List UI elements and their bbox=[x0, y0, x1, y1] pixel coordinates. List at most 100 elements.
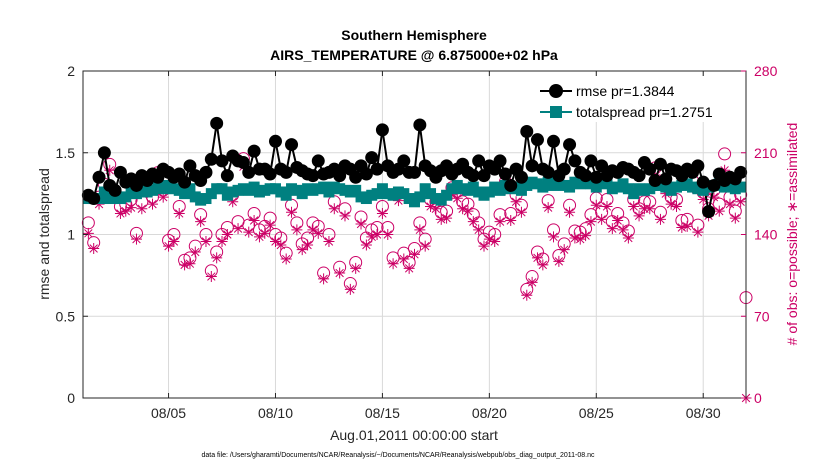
assimilated-obs-point bbox=[398, 253, 410, 265]
right-axis-label: # of obs: o=possible; ∗=assimilated bbox=[784, 123, 800, 346]
rmse-point bbox=[541, 165, 555, 179]
assimilated-obs-point bbox=[248, 214, 260, 226]
assimilated-obs-point bbox=[205, 271, 217, 283]
y-tick-label-left: 1 bbox=[67, 227, 75, 243]
assimilated-obs-point bbox=[376, 207, 388, 219]
assimilated-obs-point bbox=[676, 221, 688, 233]
assimilated-obs-point bbox=[670, 200, 682, 212]
rmse-point bbox=[359, 167, 373, 181]
assimilated-obs-point bbox=[227, 196, 239, 208]
assimilated-obs-point bbox=[157, 191, 169, 203]
assimilated-obs-point bbox=[302, 239, 314, 251]
assimilated-obs-point bbox=[580, 230, 592, 242]
rmse-point bbox=[408, 165, 421, 179]
rmse-point bbox=[595, 159, 609, 173]
rmse-point bbox=[702, 205, 716, 219]
y-tick-label-left: 1.5 bbox=[56, 145, 76, 161]
assimilated-obs-point bbox=[483, 233, 495, 245]
totalspread-point bbox=[216, 183, 228, 195]
y-tick-label-right: 0 bbox=[754, 390, 762, 406]
y-tick-label-right: 280 bbox=[754, 63, 778, 79]
assimilated-obs-point bbox=[296, 244, 308, 256]
assimilated-obs-point bbox=[467, 216, 479, 228]
legend: rmse pr=1.3844 totalspread pr=1.2751 bbox=[534, 76, 739, 122]
legend-rmse-marker bbox=[549, 84, 563, 98]
y-tick-label-left: 2 bbox=[67, 63, 75, 79]
assimilated-obs-point bbox=[724, 198, 736, 210]
assimilated-obs-point bbox=[606, 223, 618, 235]
assimilated-obs-point bbox=[360, 239, 372, 251]
rmse-point bbox=[285, 138, 299, 152]
assimilated-obs-point bbox=[548, 231, 560, 243]
assimilated-obs-point bbox=[531, 252, 543, 264]
assimilated-obs-point bbox=[382, 229, 394, 240]
x-tick-label: 08/30 bbox=[686, 405, 721, 421]
assimilated-obs-point bbox=[617, 224, 629, 236]
assimilated-obs-point bbox=[211, 252, 223, 264]
assimilated-obs-point bbox=[334, 267, 346, 279]
assimilated-obs-point bbox=[366, 231, 378, 243]
rmse-point bbox=[349, 170, 363, 184]
rmse-point bbox=[498, 167, 512, 181]
assimilated-obs-point bbox=[232, 223, 244, 235]
assimilated-obs-point bbox=[125, 202, 137, 214]
assimilated-obs-point bbox=[163, 240, 175, 252]
assimilated-obs-point bbox=[526, 276, 538, 288]
chart-title: Southern Hemisphere bbox=[341, 27, 487, 43]
totalspread-point bbox=[735, 181, 747, 193]
assimilated-obs-point bbox=[371, 229, 383, 240]
rmse-point bbox=[520, 124, 534, 138]
assimilated-obs-point bbox=[697, 193, 709, 205]
assimilated-obs-point bbox=[120, 205, 132, 217]
rmse-point bbox=[413, 118, 427, 132]
assimilated-obs-point bbox=[644, 203, 656, 215]
rmse-point bbox=[525, 159, 539, 173]
assimilated-obs-point bbox=[441, 212, 453, 224]
assimilated-obs-point bbox=[189, 246, 201, 258]
rmse-point bbox=[493, 154, 507, 168]
rmse-point bbox=[514, 170, 528, 184]
assimilated-obs-point bbox=[729, 212, 741, 224]
assimilated-obs-point bbox=[521, 289, 533, 301]
totalspread-point bbox=[441, 189, 453, 201]
assimilated-obs-point bbox=[665, 198, 677, 210]
rmse-point bbox=[113, 165, 127, 179]
assimilated-obs-point bbox=[82, 227, 94, 239]
y-tick-label-right: 140 bbox=[754, 227, 778, 243]
assimilated-obs-point bbox=[130, 233, 142, 245]
assimilated-obs-point bbox=[184, 258, 196, 270]
rmse-point bbox=[589, 170, 603, 184]
rmse-point bbox=[247, 144, 261, 158]
rmse-point bbox=[199, 165, 213, 179]
rmse-point bbox=[659, 172, 673, 186]
rmse-point bbox=[579, 169, 593, 183]
assimilated-obs-point bbox=[328, 203, 340, 215]
assimilated-obs-point bbox=[280, 253, 292, 265]
assimilated-obs-point bbox=[457, 203, 469, 215]
assimilated-obs-point bbox=[435, 213, 447, 225]
data-file-footnote: data file: /Users/gharamti/Documents/NCA… bbox=[201, 452, 595, 459]
assimilated-obs-point bbox=[553, 255, 565, 267]
rmse-point bbox=[643, 162, 657, 176]
assimilated-obs-point bbox=[692, 226, 704, 238]
assimilated-obs-point bbox=[414, 224, 426, 236]
assimilated-obs-point bbox=[93, 198, 105, 210]
rmse-point bbox=[306, 169, 320, 183]
assimilated-obs-point bbox=[473, 224, 485, 236]
assimilated-obs-point bbox=[307, 224, 319, 236]
assimilated-obs-point bbox=[291, 224, 303, 236]
assimilated-obs-point bbox=[323, 236, 335, 248]
assimilated-obs-point bbox=[387, 258, 399, 270]
rmse-point bbox=[236, 156, 250, 170]
rmse-point bbox=[696, 175, 710, 189]
axis-ticks: 08/05 08/10 08/15 08/20 08/25 08/30 0 0.5 1 1.5 2 0… bbox=[56, 63, 778, 421]
assimilated-obs-point bbox=[505, 214, 517, 226]
assimilated-obs-point bbox=[633, 210, 645, 222]
assimilated-obs-point bbox=[478, 240, 490, 252]
assimilated-obs-point bbox=[312, 227, 324, 239]
assimilated-obs-point bbox=[168, 236, 180, 248]
assimilated-obs-point bbox=[628, 200, 640, 212]
assimilated-obs-point bbox=[147, 198, 159, 210]
